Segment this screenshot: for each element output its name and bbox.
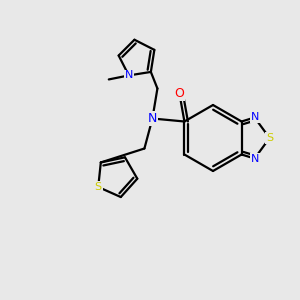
Text: N: N — [250, 154, 259, 164]
Text: N: N — [148, 112, 157, 125]
Text: N: N — [250, 112, 259, 122]
Text: N: N — [124, 70, 133, 80]
Text: O: O — [175, 87, 184, 100]
Text: S: S — [266, 133, 273, 143]
Text: S: S — [95, 182, 102, 192]
